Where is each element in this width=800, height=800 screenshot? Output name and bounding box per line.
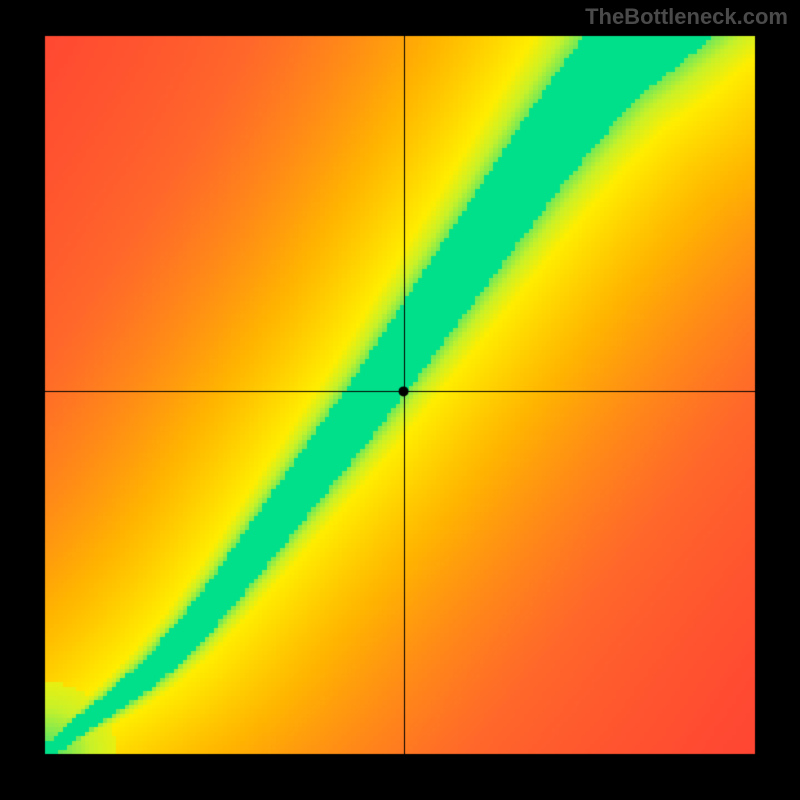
bottleneck-heatmap bbox=[0, 0, 800, 800]
watermark-text: TheBottleneck.com bbox=[585, 4, 788, 30]
